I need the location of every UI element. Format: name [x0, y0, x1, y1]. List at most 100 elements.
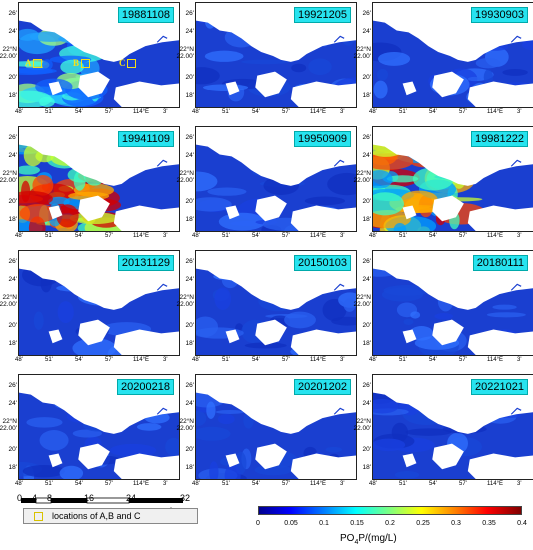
latitude-tick-label: 18'	[185, 340, 194, 347]
map-panel-20180111: 20180111	[372, 250, 533, 356]
latitude-tick-label: 20'	[362, 198, 371, 205]
latitude-tick-label: 22°N 22.00'	[353, 418, 371, 432]
latitude-tick-label: 20'	[185, 74, 194, 81]
longitude-tick-label: 57'	[459, 481, 467, 487]
latitude-tick-label: 18'	[185, 464, 194, 471]
site-c-marker	[127, 59, 136, 68]
latitude-tick-label: 20'	[185, 198, 194, 205]
longitude-tick-label: 48'	[15, 481, 23, 487]
latitude-tick-label: 24'	[8, 152, 17, 159]
colorbar-tick: 0.3	[451, 520, 461, 527]
panel-date-label: 20180111	[472, 255, 528, 271]
latitude-tick-label: 22°N 22.00'	[0, 170, 17, 184]
latitude-tick-label: 22°N 22.00'	[176, 418, 194, 432]
colorbar-tick: 0.1	[319, 520, 329, 527]
longitude-tick-label: 3'	[163, 109, 168, 115]
map-panel-20221021: 20221021	[372, 374, 533, 480]
latitude-tick-label: 24'	[8, 400, 17, 407]
latitude-tick-label: 20'	[8, 74, 17, 81]
longitude-tick-label: 54'	[429, 481, 437, 487]
longitude-tick-label: 3'	[517, 109, 522, 115]
longitude-tick-label: 3'	[340, 233, 345, 239]
longitude-tick-label: 3'	[340, 109, 345, 115]
longitude-tick-label: 3'	[517, 357, 522, 363]
site-b-marker	[81, 59, 90, 68]
longitude-tick-label: 57'	[105, 233, 113, 239]
longitude-tick-label: 54'	[429, 357, 437, 363]
longitude-tick-label: 57'	[282, 481, 290, 487]
panel-date-label: 19950909	[294, 131, 351, 147]
longitude-tick-label: 114°E	[487, 109, 503, 115]
latitude-tick-label: 24'	[8, 276, 17, 283]
scale-bar-tick: 16	[84, 493, 95, 503]
panel-date-label: 19941109	[117, 131, 174, 147]
longitude-tick-label: 51'	[45, 233, 53, 239]
scale-bar-tick: 32	[180, 493, 191, 503]
longitude-tick-label: 48'	[15, 109, 23, 115]
longitude-tick-label: 57'	[282, 109, 290, 115]
latitude-tick-label: 20'	[8, 198, 17, 205]
panel-date-label: 19921205	[294, 7, 351, 23]
latitude-tick-label: 24'	[362, 276, 371, 283]
longitude-tick-label: 51'	[45, 109, 53, 115]
latitude-tick-label: 26'	[8, 382, 17, 389]
latitude-tick-label: 18'	[8, 340, 17, 347]
site-legend-swatch	[34, 512, 43, 521]
latitude-tick-label: 22°N 22.00'	[353, 170, 371, 184]
longitude-tick-label: 114°E	[310, 109, 326, 115]
latitude-tick-label: 18'	[362, 92, 371, 99]
longitude-tick-label: 54'	[252, 357, 260, 363]
latitude-tick-label: 20'	[8, 446, 17, 453]
longitude-tick-label: 114°E	[487, 233, 503, 239]
longitude-tick-label: 57'	[459, 233, 467, 239]
latitude-tick-label: 24'	[362, 28, 371, 35]
longitude-tick-label: 48'	[192, 109, 200, 115]
longitude-tick-label: 3'	[163, 357, 168, 363]
longitude-tick-label: 51'	[222, 481, 230, 487]
longitude-tick-label: 54'	[75, 481, 83, 487]
longitude-tick-label: 54'	[252, 109, 260, 115]
latitude-tick-label: 26'	[362, 10, 371, 17]
longitude-tick-label: 48'	[192, 233, 200, 239]
pp-concentration-map	[19, 3, 179, 107]
latitude-tick-label: 24'	[185, 276, 194, 283]
longitude-tick-label: 57'	[105, 481, 113, 487]
latitude-tick-label: 26'	[185, 10, 194, 17]
pp-concentration-map	[373, 251, 533, 355]
longitude-tick-label: 114°E	[487, 481, 503, 487]
longitude-tick-label: 114°E	[310, 357, 326, 363]
latitude-tick-label: 26'	[8, 10, 17, 17]
latitude-tick-label: 26'	[8, 134, 17, 141]
longitude-tick-label: 51'	[45, 357, 53, 363]
longitude-tick-label: 48'	[15, 357, 23, 363]
latitude-tick-label: 26'	[362, 382, 371, 389]
colorbar-tick: 0.15	[350, 520, 364, 527]
latitude-tick-label: 20'	[362, 322, 371, 329]
longitude-tick-label: 48'	[15, 233, 23, 239]
latitude-tick-label: 18'	[8, 216, 17, 223]
latitude-tick-label: 18'	[185, 216, 194, 223]
site-legend-label: locations of A,B and C	[52, 511, 141, 521]
latitude-tick-label: 22°N 22.00'	[176, 294, 194, 308]
latitude-tick-label: 20'	[362, 74, 371, 81]
longitude-tick-label: 51'	[222, 233, 230, 239]
colorbar-tick: 0	[256, 520, 260, 527]
longitude-tick-label: 3'	[340, 481, 345, 487]
panel-date-label: 19930903	[471, 7, 528, 23]
latitude-tick-label: 26'	[8, 258, 17, 265]
pp-concentration-map	[19, 127, 179, 231]
pp-concentration-map	[373, 375, 533, 479]
longitude-tick-label: 48'	[192, 481, 200, 487]
panel-date-label: 20150103	[294, 255, 351, 271]
map-panel-19950909: 19950909	[195, 126, 357, 232]
scale-bar-tick: 8	[47, 493, 53, 503]
latitude-tick-label: 24'	[185, 152, 194, 159]
scale-bar-tick: 24	[126, 493, 137, 503]
latitude-tick-label: 24'	[362, 400, 371, 407]
longitude-tick-label: 57'	[282, 357, 290, 363]
longitude-tick-label: 54'	[75, 357, 83, 363]
longitude-tick-label: 51'	[222, 357, 230, 363]
pp-concentration-map	[196, 127, 356, 231]
longitude-tick-label: 54'	[429, 233, 437, 239]
longitude-tick-label: 51'	[399, 233, 407, 239]
